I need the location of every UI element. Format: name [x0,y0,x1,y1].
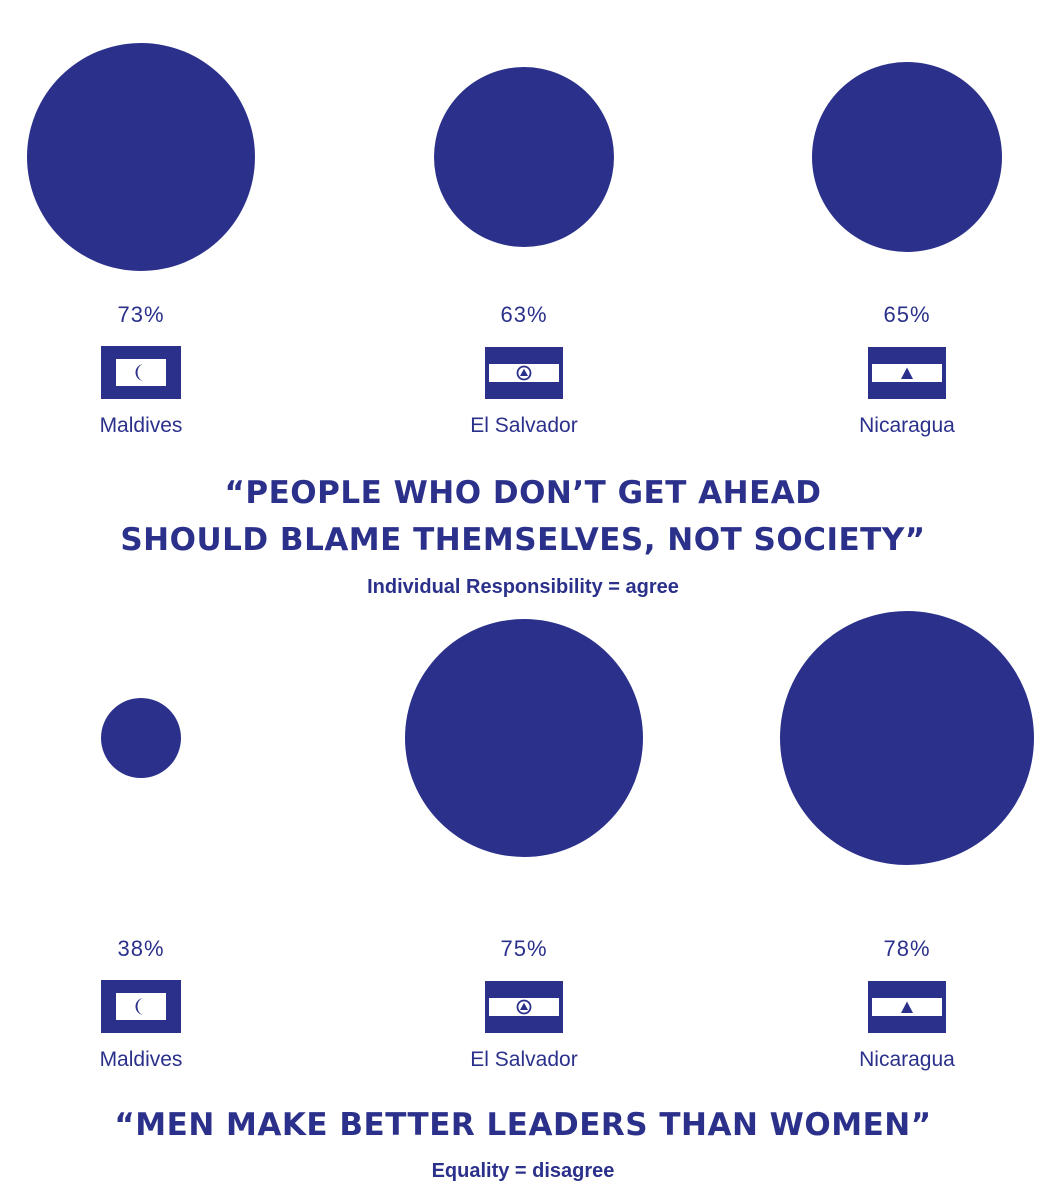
value-label-nicaragua: 65% [883,302,931,327]
country-label-nicaragua: Nicaragua [859,1048,955,1071]
country-label-el-salvador: El Salvador [470,1048,578,1071]
chart-panel-equality: 38% 75% 78% Maldives El Salvador Nicarag… [0,610,1046,1191]
chart-title-line-2: should blame themselves, not society” [120,522,926,558]
country-label-maldives: Maldives [99,1048,183,1071]
value-label-nicaragua: 78% [883,936,931,961]
chart-title: “Men make better leaders than women” [0,1102,1046,1149]
nicaragua-flag-icon [868,981,946,1033]
nicaragua-flag-icon [868,347,946,399]
bubble-maldives [100,697,182,779]
value-label-el-salvador: 63% [500,302,548,327]
chart-title: “People who don’t get ahead should blame… [0,470,1046,564]
value-label-el-salvador: 75% [500,936,548,961]
chart-title-line-1: “People who don’t get ahead [224,475,822,511]
chart-panel-individual-responsibility: 73% 63% 65% Maldives El Salvador Nicarag… [0,42,1046,598]
country-label-el-salvador: El Salvador [470,414,578,437]
chart-title-line-1: “Men make better leaders than women” [114,1107,932,1143]
bubble-el-salvador [404,618,644,858]
maldives-flag-icon [101,346,181,399]
chart-subtitle: Individual Responsibility = agree [367,576,679,598]
country-label-nicaragua: Nicaragua [859,414,955,437]
el-salvador-flag-icon [485,981,563,1033]
value-label-maldives: 73% [117,302,165,327]
country-label-maldives: Maldives [99,414,183,437]
maldives-flag-icon [101,980,181,1033]
bubble-nicaragua [812,61,1002,252]
bubble-maldives [26,42,256,271]
bubble-el-salvador [433,66,615,247]
bubble-nicaragua [780,611,1034,865]
chart-subtitle: Equality = disagree [431,1160,615,1182]
value-label-maldives: 38% [117,936,165,961]
el-salvador-flag-icon [485,347,563,399]
